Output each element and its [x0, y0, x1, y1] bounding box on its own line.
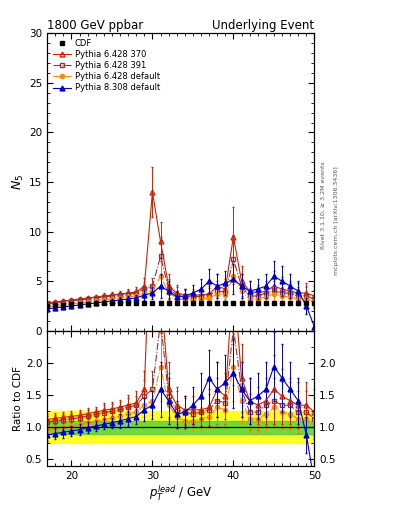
Y-axis label: Ratio to CDF: Ratio to CDF	[13, 366, 23, 431]
Text: Underlying Event: Underlying Event	[212, 19, 314, 32]
Y-axis label: $N_5$: $N_5$	[11, 174, 26, 190]
Text: mcplots.cern.ch [arXiv:1306.3436]: mcplots.cern.ch [arXiv:1306.3436]	[334, 166, 339, 274]
Legend: CDF, Pythia 6.428 370, Pythia 6.428 391, Pythia 6.428 default, Pythia 8.308 defa: CDF, Pythia 6.428 370, Pythia 6.428 391,…	[51, 37, 162, 94]
X-axis label: $p_T^{lead}$ / GeV: $p_T^{lead}$ / GeV	[149, 483, 213, 503]
Text: 1800 GeV ppbar: 1800 GeV ppbar	[47, 19, 143, 32]
Text: Rivet 3.1.10; ≥ 3.2M events: Rivet 3.1.10; ≥ 3.2M events	[320, 161, 325, 249]
